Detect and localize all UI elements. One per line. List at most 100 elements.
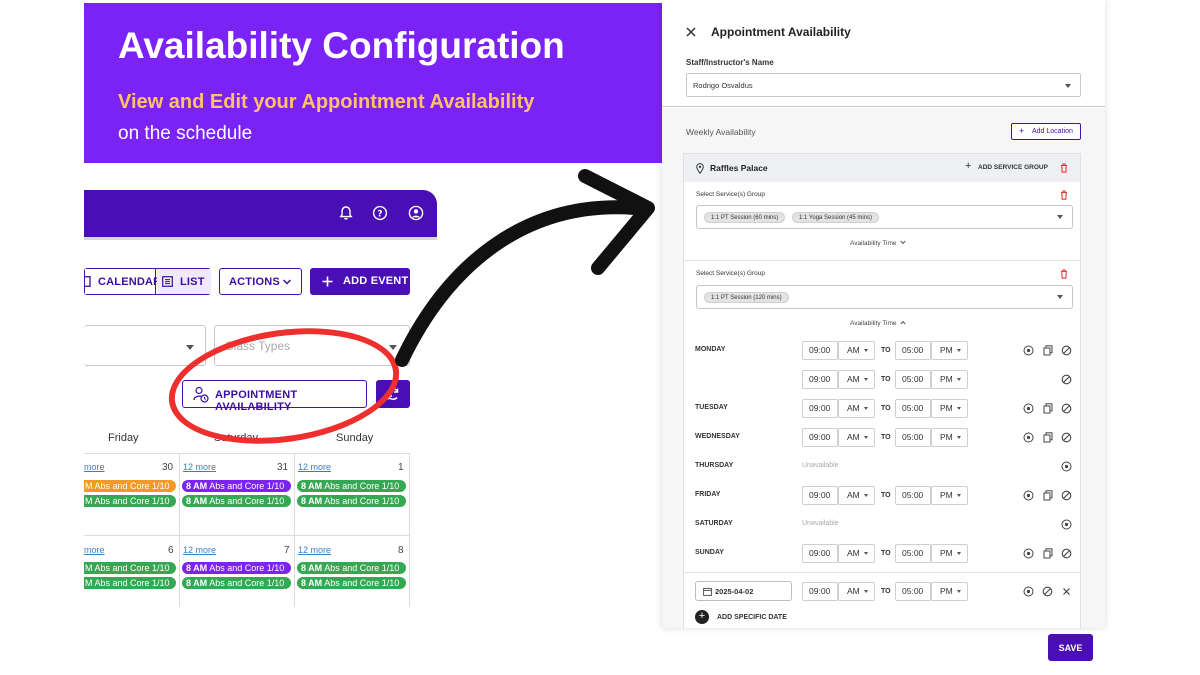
block-icon[interactable] [1061,490,1072,501]
end-ampm-select[interactable]: PM [931,428,968,447]
add-specific-date-icon[interactable]: + [695,610,709,624]
event-chip[interactable]: 8 AM Abs and Core 1/10 [182,562,291,574]
end-ampm-select[interactable]: PM [931,370,968,389]
end-time-input[interactable]: 05:00 [895,582,931,601]
ampm-value: AM [847,548,860,558]
start-ampm-select[interactable]: AM [838,341,875,360]
block-icon[interactable] [1061,548,1072,559]
appointment-availability-button[interactable]: APPOINTMENT AVAILABILITY [182,380,367,413]
event-chip[interactable]: M Abs and Core 1/10 [84,495,176,507]
remove-icon[interactable] [1061,586,1072,597]
start-time-input[interactable]: 09:00 [802,399,838,418]
ampm-value: AM [847,432,860,442]
availability-time-toggle[interactable]: Availability Time [850,320,906,327]
event-chip[interactable]: 8 AM Abs and Core 1/10 [297,577,406,589]
start-ampm-select[interactable]: AM [838,428,875,447]
start-ampm-select[interactable]: AM [838,582,875,601]
event-chip[interactable]: M Abs and Core 1/10 [84,562,176,574]
more-events-link[interactable]: 12 more [183,462,217,472]
save-button[interactable]: SAVE [1048,634,1093,661]
end-ampm-select[interactable]: PM [931,544,968,563]
day-label-monday: MONDAY [695,346,726,353]
start-ampm-select[interactable]: AM [838,370,875,389]
block-icon[interactable] [1061,432,1072,443]
add-location-button[interactable]: + Add Location [1011,123,1081,140]
event-chip-text: Abs and Core 1/10 [324,481,400,491]
block-icon[interactable] [1042,586,1053,597]
add-slot-icon[interactable] [1061,461,1072,472]
bell-icon[interactable] [336,203,356,223]
start-time-input[interactable]: 09:00 [802,370,838,389]
trash-icon[interactable] [1060,190,1068,200]
end-time-input[interactable]: 05:00 [895,399,931,418]
block-icon[interactable] [1061,403,1072,414]
end-time-input[interactable]: 05:00 [895,486,931,505]
event-chip[interactable]: 8 AM Abs and Core 1/10 [297,480,406,492]
help-icon[interactable]: ? [370,203,390,223]
block-icon[interactable] [1061,374,1072,385]
add-slot-icon[interactable] [1023,403,1034,414]
start-time-input[interactable]: 09:00 [802,341,838,360]
copy-icon[interactable] [1042,490,1053,501]
event-chip[interactable]: 8 AM Abs and Core 1/10 [297,495,406,507]
event-chip[interactable]: 8 AM Abs and Core 1/10 [182,480,291,492]
trash-icon[interactable] [1060,269,1068,279]
refresh-button[interactable] [376,380,410,408]
copy-icon[interactable] [1042,403,1053,414]
end-time-input[interactable]: 05:00 [895,370,931,389]
event-chip[interactable]: 8 AM Abs and Core 1/10 [297,562,406,574]
event-chip[interactable]: M Abs and Core 1/10 [84,480,176,492]
service-group-select[interactable]: 1:1 PT Session (60 mins) 1:1 Yoga Sessio… [696,205,1073,229]
class-types-select[interactable]: Class Types [214,325,410,366]
add-event-button[interactable]: ADD EVENT [310,268,410,295]
start-time-input[interactable]: 09:00 [802,428,838,447]
end-ampm-select[interactable]: PM [931,341,968,360]
end-time-input[interactable]: 05:00 [895,544,931,563]
profile-icon[interactable] [406,203,426,223]
add-slot-icon[interactable] [1023,586,1034,597]
more-events-link[interactable]: 12 more [183,545,217,555]
copy-icon[interactable] [1042,432,1053,443]
add-specific-date-label[interactable]: ADD SPECIFIC DATE [717,614,787,621]
start-time-input[interactable]: 09:00 [802,582,838,601]
end-ampm-select[interactable]: PM [931,486,968,505]
more-events-link[interactable]: 12 more [298,462,332,472]
availability-time-toggle[interactable]: Availability Time [850,240,906,247]
add-slot-icon[interactable] [1061,519,1072,530]
calendar-tab[interactable]: CALENDAR [85,269,161,294]
block-icon[interactable] [1061,345,1072,356]
specific-date-input[interactable]: 2025-04-02 [695,581,792,601]
service-group-select[interactable]: 1:1 PT Session (120 mins) [696,285,1073,309]
ampm-value: PM [940,403,953,413]
end-ampm-select[interactable]: PM [931,399,968,418]
more-events-link[interactable]: more [84,545,105,555]
end-time-input[interactable]: 05:00 [895,428,931,447]
start-time-input[interactable]: 09:00 [802,486,838,505]
add-slot-icon[interactable] [1023,432,1034,443]
more-events-link[interactable]: 12 more [298,545,332,555]
add-slot-icon[interactable] [1023,548,1034,559]
to-label: TO [881,434,891,441]
start-ampm-select[interactable]: AM [838,486,875,505]
end-time-input[interactable]: 05:00 [895,341,931,360]
add-slot-icon[interactable] [1023,345,1034,356]
add-service-group-button[interactable]: ADD SERVICE GROUP [978,164,1048,171]
start-ampm-select[interactable]: AM [838,399,875,418]
copy-icon[interactable] [1042,548,1053,559]
copy-icon[interactable] [1042,345,1053,356]
close-icon[interactable] [686,27,696,37]
staff-select[interactable]: Rodrigo Osvaldus [686,73,1081,97]
list-tab-label: LIST [180,276,205,288]
more-events-link[interactable]: more [84,462,105,472]
event-chip[interactable]: M Abs and Core 1/10 [84,577,176,589]
add-slot-icon[interactable] [1023,490,1034,501]
start-ampm-select[interactable]: AM [838,544,875,563]
event-chip[interactable]: 8 AM Abs and Core 1/10 [182,495,291,507]
filter-select-1[interactable] [84,325,206,366]
end-ampm-select[interactable]: PM [931,582,968,601]
trash-icon[interactable] [1060,163,1068,173]
list-tab[interactable]: LIST [157,269,211,294]
event-chip[interactable]: 8 AM Abs and Core 1/10 [182,577,291,589]
start-time-input[interactable]: 09:00 [802,544,838,563]
actions-button[interactable]: ACTIONS [219,268,302,295]
